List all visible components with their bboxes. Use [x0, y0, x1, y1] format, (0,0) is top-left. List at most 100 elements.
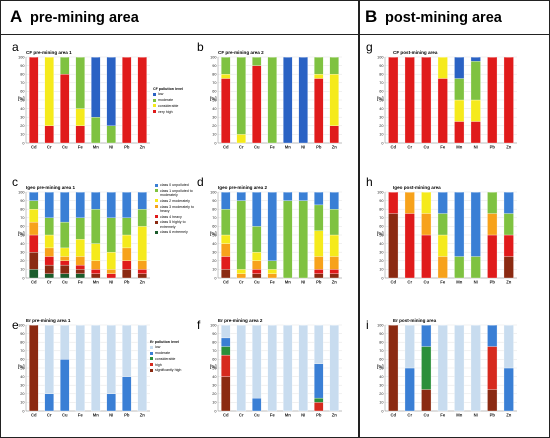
legend-label: significantly high: [155, 368, 182, 373]
y-tick-label: 0: [22, 141, 24, 145]
bar-segment: [470, 99, 481, 122]
y-tick-label: 10: [212, 401, 216, 405]
bar-segment: [487, 234, 498, 279]
legend-label: class 2 moderately: [160, 198, 190, 203]
bar-segment: [44, 273, 54, 279]
bar-cap: [388, 324, 399, 326]
bar-cap: [122, 56, 132, 58]
bar-segment: [314, 397, 324, 403]
y-tick-label: 90: [212, 64, 216, 68]
bar-segment: [267, 260, 277, 270]
bar-segment: [44, 191, 54, 218]
bar-cap: [421, 56, 432, 58]
y-axis-label: [%]: [210, 364, 217, 369]
bar-segment: [314, 269, 324, 274]
legend-title: Er pollution level: [150, 340, 179, 344]
bar-segment: [329, 256, 339, 270]
y-tick-label: 90: [20, 64, 24, 68]
bar-segment: [91, 209, 101, 244]
y-tick-label: 90: [20, 199, 24, 203]
bar-segment: [283, 191, 293, 201]
legend-item: class 2 moderately: [155, 199, 201, 203]
bar-cap: [314, 56, 324, 58]
y-tick-label: 10: [20, 268, 24, 272]
chart-svg-b: 0 10 20 30 40 50 60 70 80 90 100 [%] Cd Cr Cu Fe Mn Ni Pb Z…: [210, 55, 342, 150]
y-tick-label: 40: [212, 242, 216, 246]
bar-cap: [137, 191, 147, 193]
bar-segment: [236, 191, 246, 201]
y-tick-label: 80: [20, 208, 24, 212]
panel-title-a: CF pre-mining area 1: [26, 50, 72, 55]
bar-segment: [236, 134, 246, 144]
bar-segment: [44, 264, 54, 274]
bar-segment: [106, 217, 116, 253]
legend-swatch: [153, 110, 156, 114]
legend-swatch: [150, 368, 153, 372]
bar-cap: [421, 191, 432, 193]
bar-segment: [470, 56, 481, 62]
bar-cap: [329, 324, 339, 326]
bar-cap: [60, 324, 70, 326]
bar-segment: [137, 269, 147, 274]
bar-segment: [314, 402, 324, 412]
bar-segment: [252, 324, 262, 399]
y-tick-label: 70: [20, 216, 24, 220]
bar-segment: [421, 213, 432, 236]
y-tick-label: 60: [212, 358, 216, 362]
bar-segment: [236, 324, 246, 412]
bar-cap: [437, 56, 448, 58]
bar-segment: [29, 56, 39, 144]
bar-segment: [487, 346, 498, 390]
x-tick-label: Mn: [285, 413, 291, 418]
y-tick-label: 10: [379, 401, 383, 405]
bar-segment: [267, 191, 277, 261]
bar-segment: [75, 239, 85, 257]
legend-swatch: [150, 363, 153, 367]
bar-cap: [91, 191, 101, 193]
x-tick-label: Cr: [407, 280, 412, 285]
y-tick-label: 50: [379, 98, 383, 102]
panel-letter-h: h: [366, 175, 373, 189]
bar-segment: [252, 269, 262, 274]
bar-cap: [75, 324, 85, 326]
legend-label: class 0 unpolluted: [160, 183, 189, 187]
y-tick-label: 60: [212, 225, 216, 229]
bar-segment: [122, 376, 132, 412]
y-tick-label: 40: [212, 107, 216, 111]
y-tick-label: 20: [212, 124, 216, 128]
panel-title-f: Er pre-mining area 2: [218, 318, 263, 323]
legend-label: class 3 moderately to heavy: [160, 204, 194, 213]
y-axis-label: [%]: [18, 364, 25, 369]
bar-segment: [221, 234, 231, 244]
bar-segment: [75, 324, 85, 412]
bar-segment: [60, 359, 70, 412]
bar-segment: [437, 56, 448, 79]
bar-segment: [44, 125, 54, 144]
x-tick-label: Ni: [474, 145, 478, 150]
bar-segment: [314, 273, 324, 279]
bar-segment: [487, 191, 498, 214]
bar-segment: [137, 324, 147, 412]
bar-cap: [503, 324, 514, 326]
chart-svg-e: 0 10 20 30 40 50 60 70 80 90 100 [%] Cd Cr Cu Fe Mn Ni Pb Z…: [18, 323, 150, 418]
y-tick-label: 40: [212, 375, 216, 379]
bar-segment: [454, 121, 465, 144]
bar-segment: [221, 346, 231, 356]
x-tick-label: Cr: [47, 145, 52, 150]
y-tick-label: 70: [20, 81, 24, 85]
y-tick-label: 20: [20, 124, 24, 128]
y-tick-label: 10: [212, 268, 216, 272]
bar-cap: [122, 324, 132, 326]
bar-cap: [503, 191, 514, 193]
x-tick-label: Zn: [140, 280, 146, 285]
bar-segment: [252, 273, 262, 279]
bar-cap: [236, 56, 246, 58]
y-tick-label: 60: [379, 358, 383, 362]
bar-segment: [470, 61, 481, 101]
bar-segment: [106, 252, 116, 270]
bar-segment: [404, 213, 415, 279]
bar-segment: [44, 324, 54, 394]
y-tick-label: 30: [212, 384, 216, 388]
bar-segment: [487, 324, 498, 347]
legend-swatch: [155, 230, 158, 234]
